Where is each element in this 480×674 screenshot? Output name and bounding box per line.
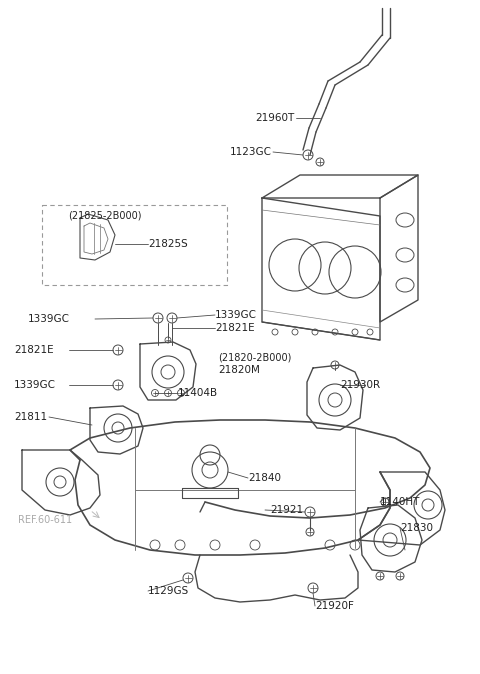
Text: 1129GS: 1129GS — [148, 586, 189, 596]
Text: 21930R: 21930R — [340, 380, 380, 390]
Text: 21821E: 21821E — [14, 345, 54, 355]
Text: (21825-2B000): (21825-2B000) — [68, 211, 142, 221]
Text: 21840: 21840 — [248, 473, 281, 483]
Text: 21921: 21921 — [270, 505, 303, 515]
Text: 21920F: 21920F — [315, 601, 354, 611]
Text: 21821E: 21821E — [215, 323, 254, 333]
Text: 21825S: 21825S — [148, 239, 188, 249]
Text: 1339GC: 1339GC — [28, 314, 70, 324]
Text: 11404B: 11404B — [178, 388, 218, 398]
Text: (21820-2B000): (21820-2B000) — [218, 353, 291, 363]
Text: 1123GC: 1123GC — [230, 147, 272, 157]
Text: 1140HT: 1140HT — [380, 497, 420, 507]
Text: 1339GC: 1339GC — [215, 310, 257, 320]
Text: 21820M: 21820M — [218, 365, 260, 375]
Text: 21811: 21811 — [14, 412, 47, 422]
Text: REF.60-611: REF.60-611 — [18, 515, 72, 525]
Text: 21960T: 21960T — [256, 113, 295, 123]
Text: 21830: 21830 — [400, 523, 433, 533]
Text: 1339GC: 1339GC — [14, 380, 56, 390]
